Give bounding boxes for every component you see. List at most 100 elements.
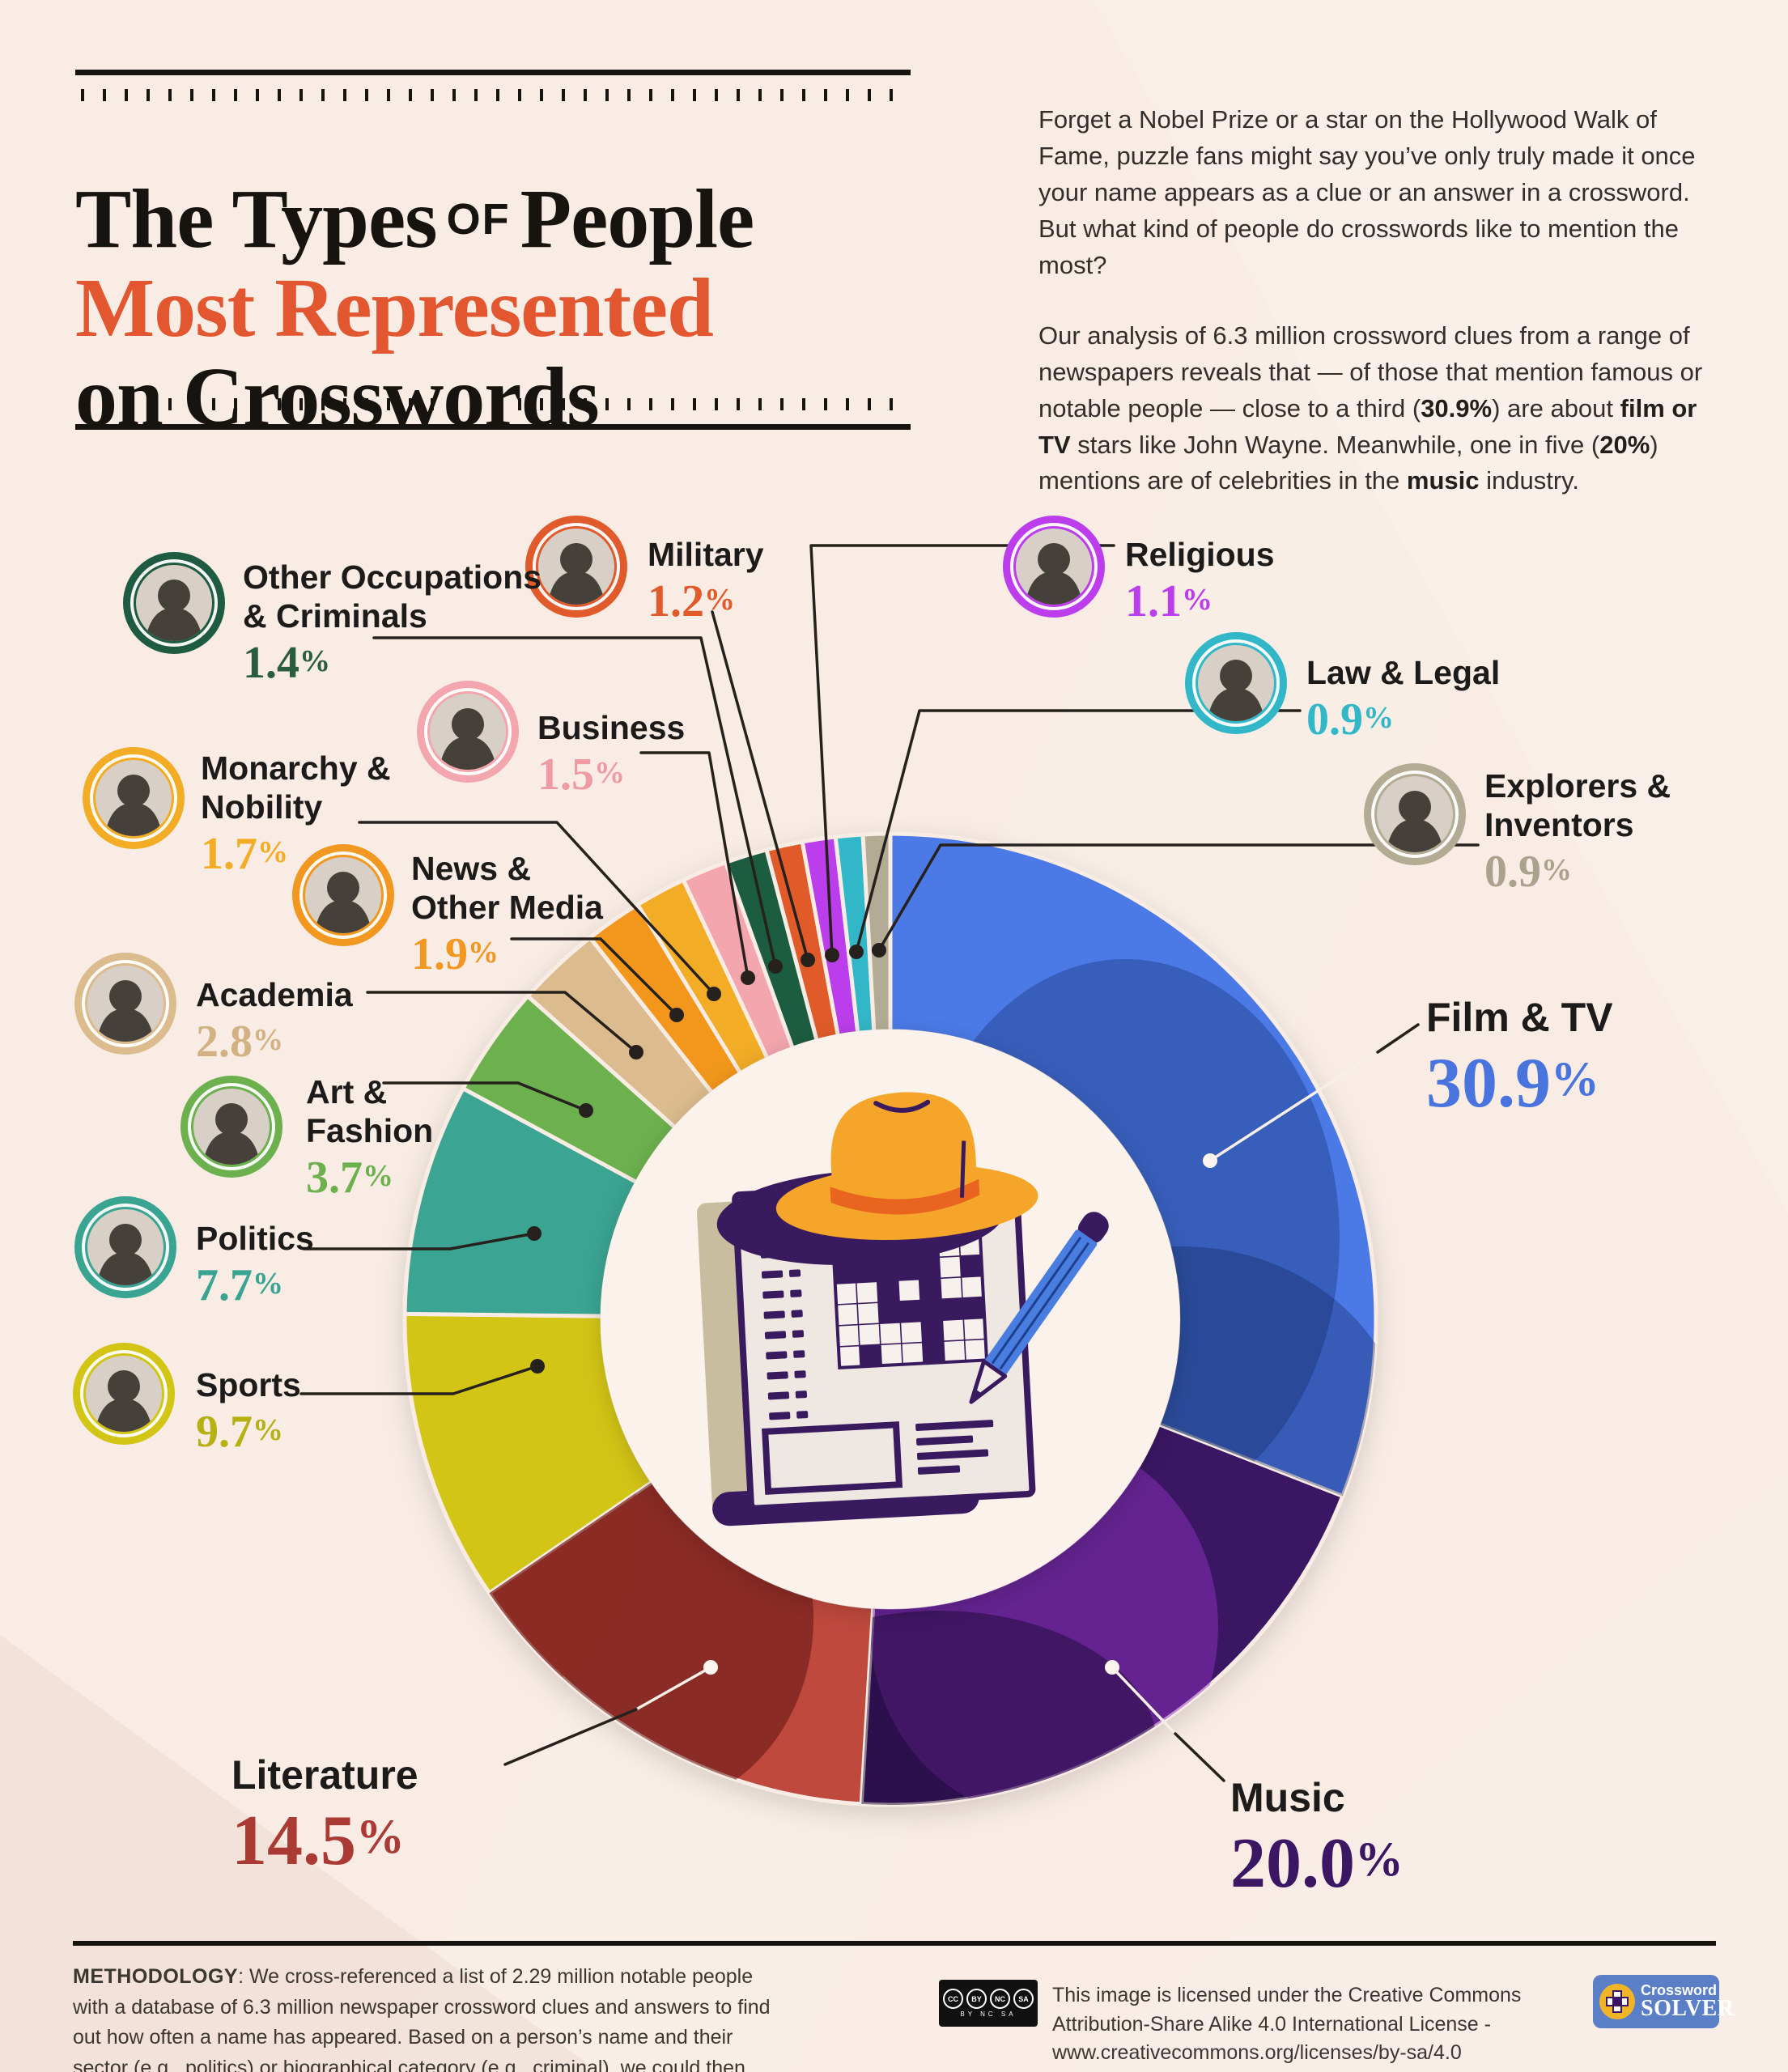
leader-dot-law-legal — [849, 945, 864, 959]
crossword-solver-logo: Crossword SOLVER — [1593, 1975, 1734, 2028]
leader-line-film-tv — [1208, 1051, 1379, 1162]
category-label-religious: Religious 1.1% — [1125, 536, 1275, 626]
footer-rule — [73, 1941, 1716, 1946]
cc-nc-icon: NC — [990, 1989, 1010, 2009]
category-name-music: Music — [1230, 1775, 1345, 1820]
cc-by-icon: BY — [966, 1989, 987, 2009]
avatar-portrait-explorers-inventors — [1377, 776, 1453, 852]
avatar-portrait-business — [430, 694, 506, 770]
cc-icon: CC — [943, 1989, 963, 2009]
leader-dot-literature — [703, 1660, 718, 1675]
leader-dot-politics — [527, 1226, 541, 1241]
category-avatar-news-media — [292, 844, 394, 946]
leader-dot-business — [741, 970, 755, 985]
crossword-solver-logo-icon — [1599, 1984, 1635, 2019]
category-label-art-fashion: Art & Fashion 3.7% — [306, 1073, 433, 1202]
avatar-portrait-politics — [87, 1209, 164, 1285]
avatar-portrait-law-legal — [1198, 645, 1274, 721]
crossword-solver-logo-text: Crossword SOLVER — [1641, 1983, 1735, 2020]
leader-dot-monarchy-nobility — [707, 987, 721, 1001]
title-top-dotted-rule — [81, 89, 907, 101]
leader-line-academia — [366, 991, 638, 1054]
category-name-sports: Sports — [196, 1366, 301, 1403]
title-line-2: Most Represented — [75, 261, 714, 355]
methodology-text: METHODOLOGY: We cross-referenced a list … — [73, 1965, 771, 2072]
leader-dot-news-media — [669, 1008, 684, 1022]
category-name-politics: Politics — [196, 1220, 314, 1257]
category-name-law-legal: Law & Legal — [1306, 654, 1501, 691]
category-percent-art-fashion: 3.7% — [306, 1152, 394, 1203]
category-avatar-politics — [74, 1196, 176, 1298]
category-avatar-religious — [1003, 516, 1105, 618]
category-percent-military: 1.2% — [648, 575, 736, 626]
background-diagonal-shape — [0, 1635, 599, 2072]
leader-dot-music — [1105, 1660, 1119, 1675]
avatar-portrait-academia — [87, 966, 164, 1042]
category-name-monarchy-nobility: Monarchy & Nobility — [201, 749, 391, 826]
background-diagonal-shape — [1068, 1473, 1788, 2072]
pencil-icon — [969, 1212, 1109, 1404]
cc-caption: BY NC SA — [960, 2010, 1017, 2018]
category-name-religious: Religious — [1125, 536, 1275, 573]
title-line-1: The Types OF People — [75, 172, 754, 265]
cc-icon-row: CC BY NC SA — [943, 1989, 1034, 2009]
leader-line-sports — [299, 1365, 539, 1395]
category-label-explorers-inventors: Explorers & Inventors 0.9% — [1484, 767, 1671, 896]
title-of: OF — [446, 194, 511, 244]
logo-word-solver: SOLVER — [1641, 1996, 1735, 2021]
title-people: People — [520, 172, 755, 265]
category-avatar-monarchy-nobility — [83, 747, 185, 849]
title-top-rule — [75, 70, 911, 75]
intro-paragraph-1: Forget a Nobel Prize or a star on the Ho… — [1038, 105, 1696, 279]
cc-sa-icon: SA — [1013, 1989, 1034, 2009]
leader-line-military — [711, 610, 809, 962]
category-name-film-tv: Film & TV — [1426, 995, 1613, 1040]
category-avatars — [73, 516, 1466, 1445]
leader-line-law-legal — [855, 709, 1302, 953]
category-avatar-other-occupations-criminals — [123, 552, 225, 654]
leader-dot-sports — [530, 1359, 545, 1374]
category-name-explorers-inventors: Explorers & Inventors — [1484, 767, 1671, 843]
avatar-portrait-religious — [1016, 529, 1092, 605]
category-percent-news-media: 1.9% — [411, 928, 499, 979]
category-percent-music: 20.0% — [1230, 1824, 1404, 1903]
leader-line-explorers-inventors — [877, 843, 1480, 952]
avatar-portrait-military — [538, 529, 614, 605]
intro-text: Forget a Nobel Prize or a star on the Ho… — [1038, 102, 1725, 533]
leader-line-film-tv — [1376, 1023, 1420, 1054]
category-label-academia: Academia 2.8% — [196, 976, 353, 1066]
category-label-sports: Sports 9.7% — [196, 1366, 301, 1456]
category-label-film-tv: Film & TV 30.9% — [1426, 994, 1613, 1121]
category-avatar-art-fashion — [180, 1076, 282, 1178]
category-percent-business: 1.5% — [537, 749, 626, 800]
title-bottom-dotted-rule — [81, 398, 907, 410]
leader-dot-religious — [825, 948, 839, 962]
category-percent-film-tv: 30.9% — [1426, 1043, 1599, 1123]
leader-line-monarchy-nobility — [358, 821, 716, 996]
category-percent-explorers-inventors: 0.9% — [1484, 846, 1573, 897]
category-name-other-occupations-criminals: Other Occupations & Criminals — [243, 558, 542, 635]
category-label-music: Music 20.0% — [1230, 1774, 1404, 1901]
category-name-academia: Academia — [196, 976, 353, 1013]
category-label-other-occupations-criminals: Other Occupations & Criminals 1.4% — [243, 558, 541, 687]
leader-line-business — [639, 751, 750, 979]
category-percent-monarchy-nobility: 1.7% — [201, 828, 289, 879]
category-label-business: Business 1.5% — [537, 709, 685, 799]
leader-line-other-occupations-criminals — [372, 636, 777, 968]
newspaper-answer-box — [762, 1421, 903, 1495]
category-avatar-law-legal — [1185, 632, 1287, 734]
category-name-business: Business — [537, 709, 686, 746]
category-label-law-legal: Law & Legal 0.9% — [1306, 654, 1500, 744]
category-avatar-sports — [73, 1343, 175, 1445]
category-label-politics: Politics 7.7% — [196, 1220, 314, 1310]
leader-dot-other-occupations-criminals — [768, 959, 783, 974]
creative-commons-badge: CC BY NC SA BY NC SA — [939, 1980, 1038, 2027]
leader-line-art-fashion — [382, 1081, 588, 1112]
background-diagonal-shape — [1093, 0, 1788, 1214]
leader-line-music — [1111, 1666, 1177, 1735]
avatar-portrait-sports — [86, 1356, 162, 1432]
category-avatar-military — [525, 516, 627, 618]
category-avatar-business — [417, 681, 519, 783]
newspaper-clue-lines — [915, 1420, 994, 1475]
